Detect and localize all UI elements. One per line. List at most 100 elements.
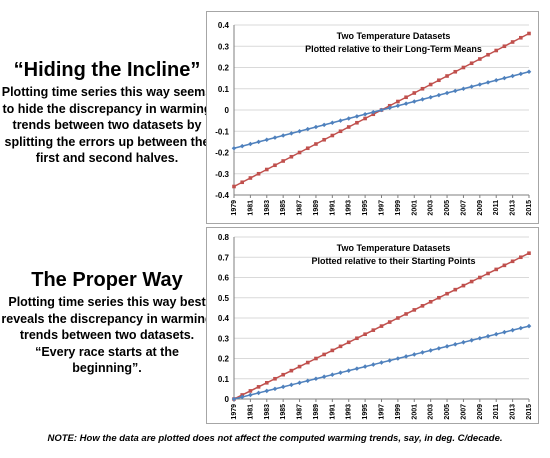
data-point bbox=[420, 97, 425, 102]
data-point bbox=[240, 180, 244, 185]
data-point bbox=[527, 251, 531, 255]
data-point bbox=[346, 116, 352, 121]
x-tick-label: 2007 bbox=[460, 404, 467, 420]
x-tick-label: 2003 bbox=[428, 404, 435, 420]
x-tick-label: 1989 bbox=[313, 404, 320, 420]
data-point bbox=[494, 48, 499, 53]
data-point bbox=[469, 84, 474, 89]
x-tick-label: 2011 bbox=[493, 200, 500, 215]
data-point bbox=[281, 159, 285, 163]
y-tick-label: 0.6 bbox=[218, 274, 230, 283]
data-point bbox=[519, 255, 523, 260]
data-point bbox=[297, 380, 302, 386]
data-point bbox=[305, 360, 310, 365]
data-point bbox=[281, 372, 285, 377]
x-tick-label: 1999 bbox=[395, 404, 402, 420]
data-point bbox=[321, 122, 327, 128]
data-point bbox=[330, 348, 335, 353]
data-point bbox=[313, 376, 319, 382]
x-tick-label: 1995 bbox=[362, 200, 369, 216]
data-point bbox=[330, 372, 335, 377]
y-tick-label: 0.2 bbox=[218, 64, 230, 73]
data-point bbox=[461, 86, 466, 92]
x-tick-label: 1989 bbox=[313, 200, 320, 216]
data-point bbox=[330, 133, 335, 138]
data-point bbox=[502, 75, 507, 81]
caption-proper-way: The Proper Way Plotting time series this… bbox=[0, 268, 214, 377]
data-point bbox=[314, 356, 318, 361]
data-point bbox=[289, 368, 294, 373]
data-point bbox=[387, 358, 392, 363]
data-point bbox=[305, 146, 310, 151]
data-point bbox=[444, 344, 450, 349]
caption-text: Plotting time series this way best revea… bbox=[1, 295, 213, 375]
data-point bbox=[477, 335, 483, 341]
data-point bbox=[256, 171, 261, 176]
x-tick-label: 1993 bbox=[346, 404, 353, 420]
data-point bbox=[248, 141, 253, 147]
y-tick-label: -0.2 bbox=[215, 149, 229, 158]
data-point bbox=[363, 332, 367, 336]
x-tick-label: 1979 bbox=[231, 200, 238, 216]
data-point bbox=[486, 271, 490, 276]
footnote: NOTE: How the data are plotted does not … bbox=[47, 433, 503, 444]
data-point bbox=[396, 316, 400, 320]
x-tick-label: 2001 bbox=[411, 404, 418, 420]
data-point bbox=[231, 145, 237, 151]
y-tick-label: 0.7 bbox=[218, 253, 230, 262]
data-point bbox=[485, 333, 491, 339]
y-tick-label: 0.4 bbox=[218, 21, 230, 30]
data-point bbox=[453, 287, 458, 292]
x-tick-label: 1983 bbox=[264, 404, 271, 420]
y-tick-label: -0.4 bbox=[215, 191, 229, 200]
data-point bbox=[362, 364, 368, 369]
data-point bbox=[486, 52, 490, 57]
data-point bbox=[232, 184, 236, 189]
data-point bbox=[436, 346, 442, 351]
x-tick-label: 1995 bbox=[362, 404, 369, 420]
x-tick-label: 2013 bbox=[510, 404, 517, 420]
chart-title: Two Temperature Datasets bbox=[337, 31, 451, 41]
data-point bbox=[412, 91, 417, 95]
data-point bbox=[264, 381, 269, 385]
data-point bbox=[404, 312, 408, 316]
data-point bbox=[314, 142, 318, 146]
data-point bbox=[379, 360, 384, 365]
data-point bbox=[445, 74, 449, 78]
data-point bbox=[510, 327, 515, 333]
y-tick-label: 0.3 bbox=[218, 42, 230, 51]
data-point bbox=[395, 103, 401, 109]
data-point bbox=[346, 340, 351, 345]
data-point bbox=[444, 90, 450, 96]
data-point bbox=[518, 325, 524, 331]
x-tick-label: 2005 bbox=[444, 404, 451, 420]
data-point bbox=[493, 331, 499, 337]
x-tick-label: 1985 bbox=[280, 404, 287, 420]
x-tick-label: 1999 bbox=[395, 200, 402, 216]
data-point bbox=[403, 101, 409, 106]
data-point bbox=[355, 120, 359, 125]
data-point bbox=[289, 154, 294, 159]
y-tick-label: 0.5 bbox=[218, 294, 230, 303]
data-point bbox=[272, 386, 278, 392]
x-tick-label: 1997 bbox=[379, 404, 386, 420]
data-point bbox=[510, 73, 515, 79]
data-point bbox=[321, 374, 327, 380]
x-tick-label: 1987 bbox=[297, 404, 304, 420]
x-tick-label: 1997 bbox=[379, 200, 386, 216]
data-point bbox=[280, 384, 286, 390]
x-tick-label: 2015 bbox=[526, 200, 533, 216]
chart-long-term-means: -0.4 -0.3 -0.2 -0.1 0 0.1 0.2 0.3 0.4 1979 1981 198… bbox=[206, 11, 539, 224]
y-tick-label: 0 bbox=[225, 106, 230, 115]
data-point bbox=[338, 118, 343, 123]
data-point bbox=[461, 340, 466, 345]
data-point bbox=[502, 329, 507, 335]
x-tick-label: 1991 bbox=[329, 200, 336, 216]
data-point bbox=[428, 348, 433, 353]
x-tick-label: 2013 bbox=[510, 200, 517, 216]
chart-subtitle: Plotted relative to their Starting Point… bbox=[311, 256, 475, 266]
data-point bbox=[493, 77, 499, 83]
data-point bbox=[420, 350, 425, 355]
x-tick-label: 2015 bbox=[526, 404, 533, 420]
y-tick-label: 0.4 bbox=[218, 314, 230, 323]
